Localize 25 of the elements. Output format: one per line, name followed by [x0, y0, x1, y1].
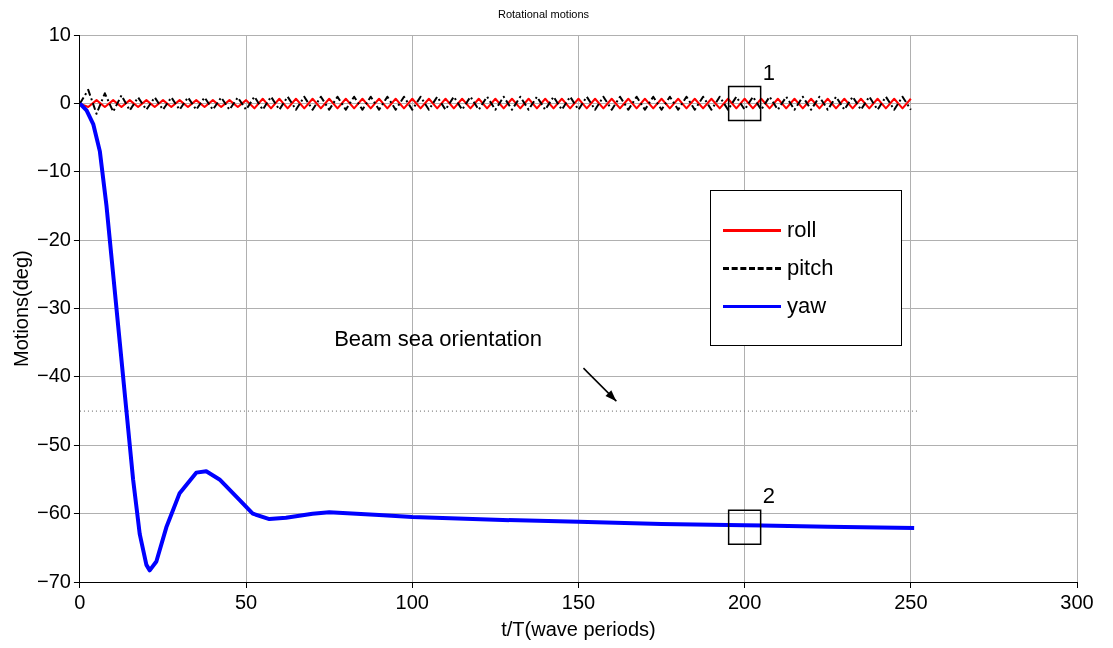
x-tick-label: 0	[74, 590, 86, 613]
ref-line-label: Beam sea orientation	[334, 326, 543, 352]
y-tick-label: 0	[59, 91, 71, 114]
annotation: 1	[762, 59, 775, 85]
y-tick-label: −10	[36, 159, 71, 182]
x-tick-label: 100	[395, 590, 429, 613]
y-tick-label: 10	[48, 22, 71, 45]
annotation: 2	[762, 483, 775, 509]
x-tick-label: 250	[894, 590, 928, 613]
x-tick-label: 50	[234, 590, 258, 613]
x-tick-label: 300	[1060, 590, 1094, 613]
x-tick-label: 200	[727, 590, 762, 613]
x-axis-title: t/T(wave periods)	[501, 617, 656, 640]
legend-label: roll	[787, 217, 817, 243]
y-axis-title: Motions(deg)	[9, 250, 32, 367]
legend-label: yaw	[787, 293, 827, 319]
chart-title: Rotational motions	[497, 7, 590, 20]
y-tick-label: −70	[36, 569, 71, 592]
y-tick-label: −30	[36, 296, 71, 319]
y-tick-label: −50	[36, 432, 71, 455]
y-tick-label: −60	[36, 501, 71, 524]
x-tick-label: 150	[561, 590, 596, 613]
legend-label: pitch	[787, 255, 834, 281]
y-tick-label: −40	[36, 364, 71, 387]
y-tick-label: −20	[36, 227, 71, 250]
